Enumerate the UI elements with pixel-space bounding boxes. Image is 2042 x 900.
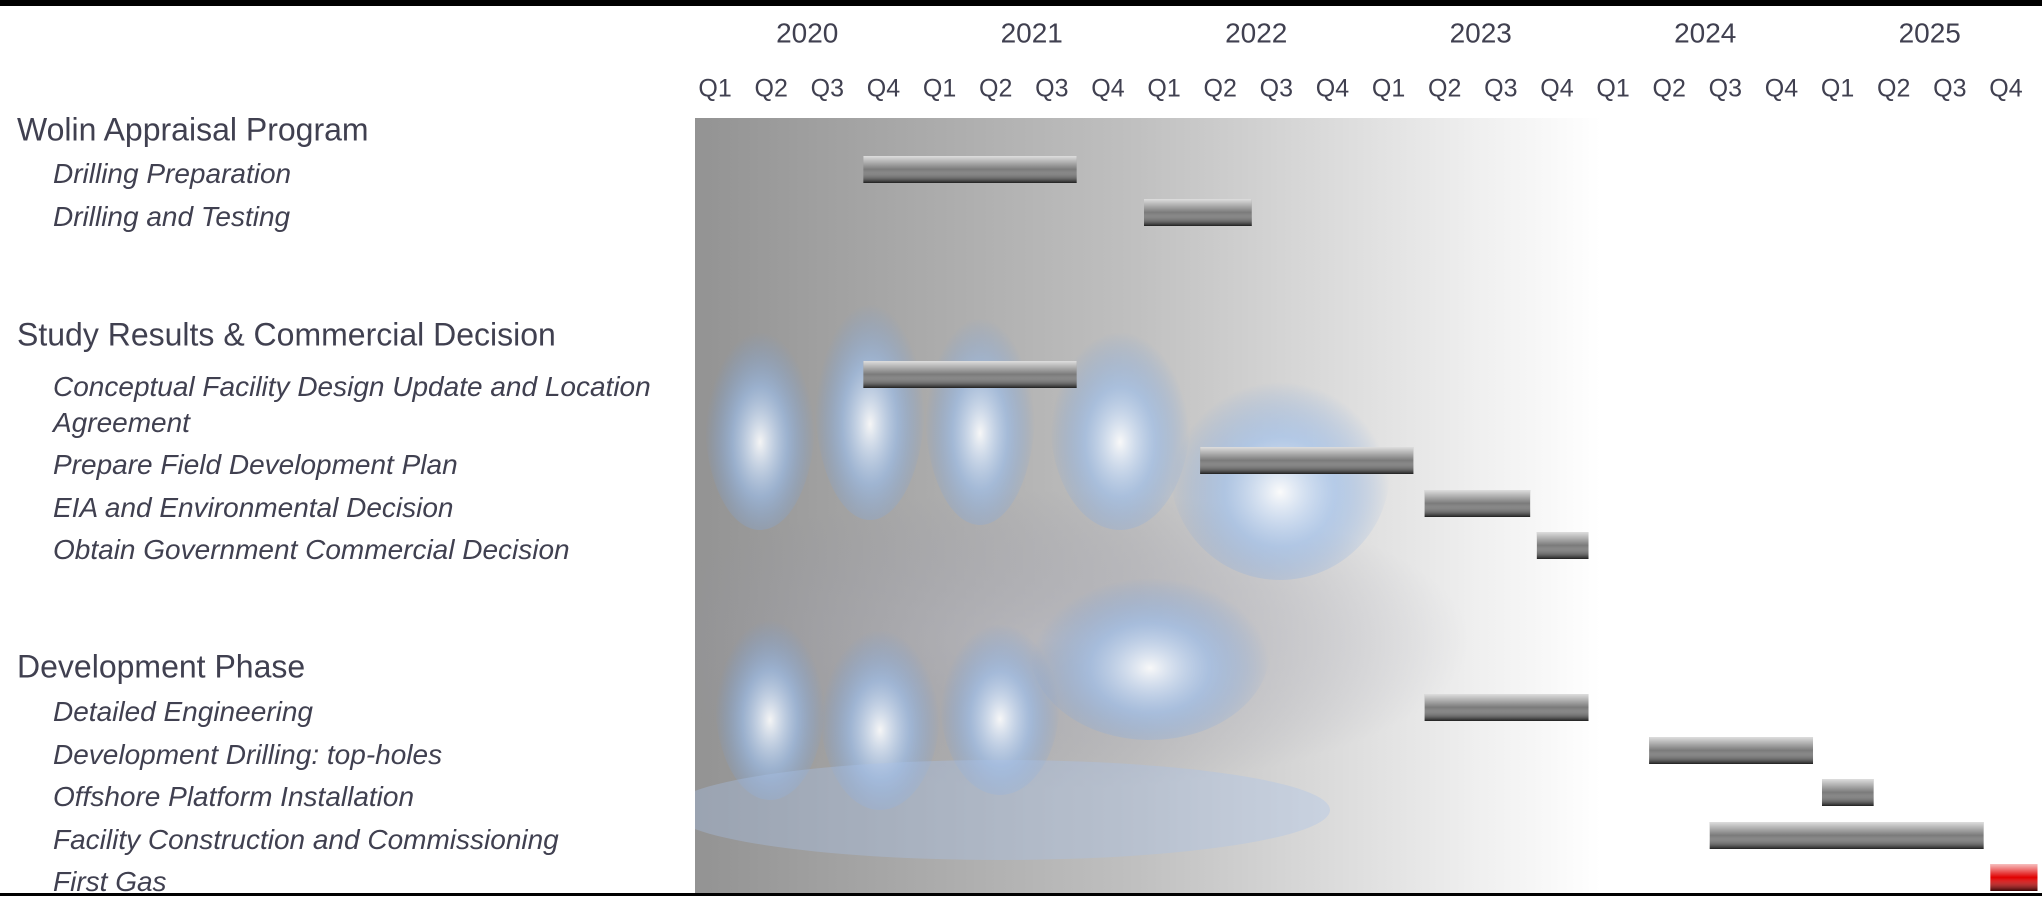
year-label: 2024: [1674, 17, 1736, 48]
bar-shine: [863, 361, 1077, 388]
bar-shine: [863, 156, 1077, 183]
quarter-label: Q1: [698, 75, 731, 103]
year-label: 2020: [776, 17, 838, 48]
task-label: First Gas: [53, 866, 167, 897]
quarter-label: Q4: [1765, 75, 1798, 103]
bar-shine: [1709, 822, 1984, 849]
quarter-label: Q3: [1709, 75, 1742, 103]
quarter-label: Q2: [755, 75, 788, 103]
quarter-label: Q4: [1989, 75, 2022, 103]
quarter-label: Q4: [1091, 75, 1124, 103]
quarter-label: Q4: [1316, 75, 1349, 103]
bar-shine: [1424, 490, 1531, 517]
quarter-label: Q3: [1484, 75, 1517, 103]
task-label: Conceptual Facility Design Update and Lo…: [53, 371, 651, 438]
year-label: 2025: [1899, 17, 1961, 48]
group-label: Development Phase: [17, 648, 306, 685]
bar-shine: [1821, 779, 1874, 806]
quarter-label: Q2: [1428, 75, 1461, 103]
quarter-label: Q2: [1877, 75, 1910, 103]
bar-shine: [1536, 532, 1589, 559]
bar-shine: [1144, 199, 1252, 226]
quarter-label: Q1: [1372, 75, 1405, 103]
quarter-label: Q3: [811, 75, 844, 103]
bar-shine: [1990, 864, 2038, 891]
year-label: 2022: [1225, 17, 1287, 48]
quarter-label: Q2: [979, 75, 1012, 103]
task-label: EIA and Environmental Decision: [53, 492, 454, 523]
task-label: Facility Construction and Commissioning: [53, 824, 559, 855]
quarter-label: Q2: [1653, 75, 1686, 103]
quarter-label: Q3: [1035, 75, 1068, 103]
task-label: Obtain Government Commercial Decision: [53, 534, 570, 565]
task-label: Prepare Field Development Plan: [53, 449, 458, 480]
quarter-label: Q1: [1821, 75, 1854, 103]
bottom-rule: [0, 893, 2042, 896]
task-label: Drilling and Testing: [53, 201, 291, 232]
bar-shine: [1200, 447, 1414, 474]
quarter-label: Q1: [1147, 75, 1180, 103]
quarter-label: Q3: [1260, 75, 1293, 103]
group-label: Wolin Appraisal Program: [17, 111, 369, 148]
year-label: 2023: [1450, 17, 1512, 48]
year-label: 2021: [1001, 17, 1063, 48]
bar-shine: [1424, 694, 1589, 721]
task-label: Development Drilling: top-holes: [53, 739, 443, 770]
top-rule: [0, 0, 2042, 6]
task-label: Offshore Platform Installation: [53, 781, 415, 812]
quarter-label: Q2: [1204, 75, 1237, 103]
quarter-label: Q1: [1596, 75, 1629, 103]
quarter-label: Q3: [1933, 75, 1966, 103]
task-label: Detailed Engineering: [53, 696, 313, 727]
group-label: Study Results & Commercial Decision: [17, 316, 556, 353]
background-photo: [695, 118, 1800, 895]
quarter-label: Q4: [867, 75, 900, 103]
quarter-label: Q1: [923, 75, 956, 103]
bar-shine: [1649, 737, 1814, 764]
task-label: Drilling Preparation: [53, 158, 292, 189]
quarter-label: Q4: [1540, 75, 1573, 103]
